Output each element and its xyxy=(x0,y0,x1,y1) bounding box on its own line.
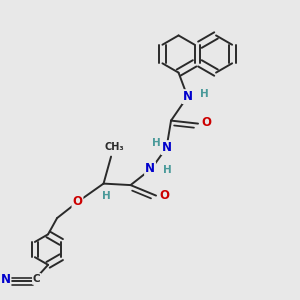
Text: H: H xyxy=(200,88,208,99)
Text: H: H xyxy=(163,165,172,175)
Text: C: C xyxy=(33,274,40,284)
Text: O: O xyxy=(201,116,212,129)
Text: O: O xyxy=(159,189,170,202)
Text: CH₃: CH₃ xyxy=(104,142,124,152)
Text: O: O xyxy=(73,195,82,208)
Text: H: H xyxy=(152,138,161,148)
Text: H: H xyxy=(102,191,111,201)
Text: N: N xyxy=(182,90,193,103)
Text: N: N xyxy=(1,273,10,286)
Text: N: N xyxy=(145,162,155,175)
Text: N: N xyxy=(161,141,172,154)
